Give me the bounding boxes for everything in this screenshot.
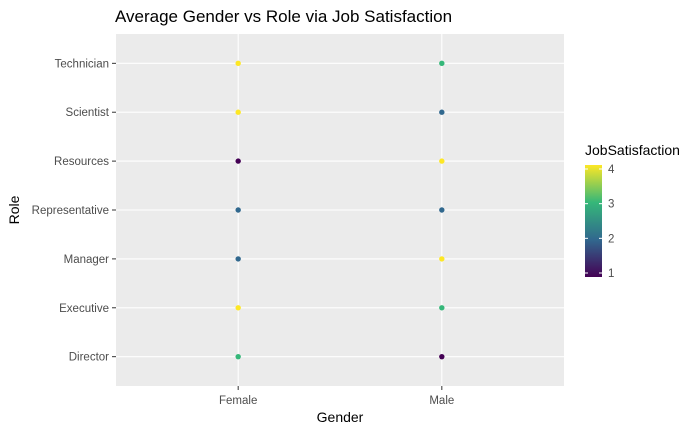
- data-points: [235, 60, 445, 360]
- data-point: [235, 207, 241, 213]
- x-tick-label: Female: [219, 395, 257, 407]
- y-tick-label: Director: [69, 352, 109, 364]
- x-axis-ticks: Female Male: [219, 386, 454, 407]
- legend-title: JobSatisfaction: [585, 142, 680, 158]
- legend-tick-label: 3: [608, 199, 614, 211]
- data-point: [235, 353, 241, 360]
- data-point: [235, 305, 241, 311]
- data-point: [439, 353, 445, 360]
- y-tick-label: Representative: [32, 205, 109, 217]
- data-point: [235, 60, 241, 67]
- y-tick-label: Scientist: [66, 107, 110, 119]
- data-point: [439, 109, 445, 115]
- legend-tick-label: 1: [608, 268, 614, 280]
- data-point: [235, 256, 241, 262]
- data-point: [439, 207, 445, 213]
- data-point: [439, 158, 445, 164]
- data-point: [439, 305, 445, 311]
- legend-tick-label: 4: [608, 164, 615, 176]
- y-tick-label: Resources: [54, 156, 109, 168]
- legend-tick-label: 2: [608, 233, 614, 245]
- y-tick-label: Technician: [55, 58, 109, 70]
- data-point: [439, 60, 445, 67]
- chart-title: Average Gender vs Role via Job Satisfact…: [115, 7, 452, 26]
- x-axis-label: Gender: [317, 409, 364, 425]
- data-point: [439, 256, 445, 262]
- data-point: [235, 109, 241, 115]
- data-point: [235, 158, 241, 164]
- y-tick-label: Executive: [59, 303, 109, 315]
- y-axis-ticks: Director Executive Manager Representative Re…: [32, 58, 116, 364]
- legend-ticks: 1 2 3 4: [585, 164, 615, 280]
- legend-colorbar: [585, 165, 602, 277]
- y-axis-label: Role: [6, 195, 22, 224]
- y-tick-label: Manager: [64, 254, 110, 266]
- x-tick-label: Male: [429, 395, 454, 407]
